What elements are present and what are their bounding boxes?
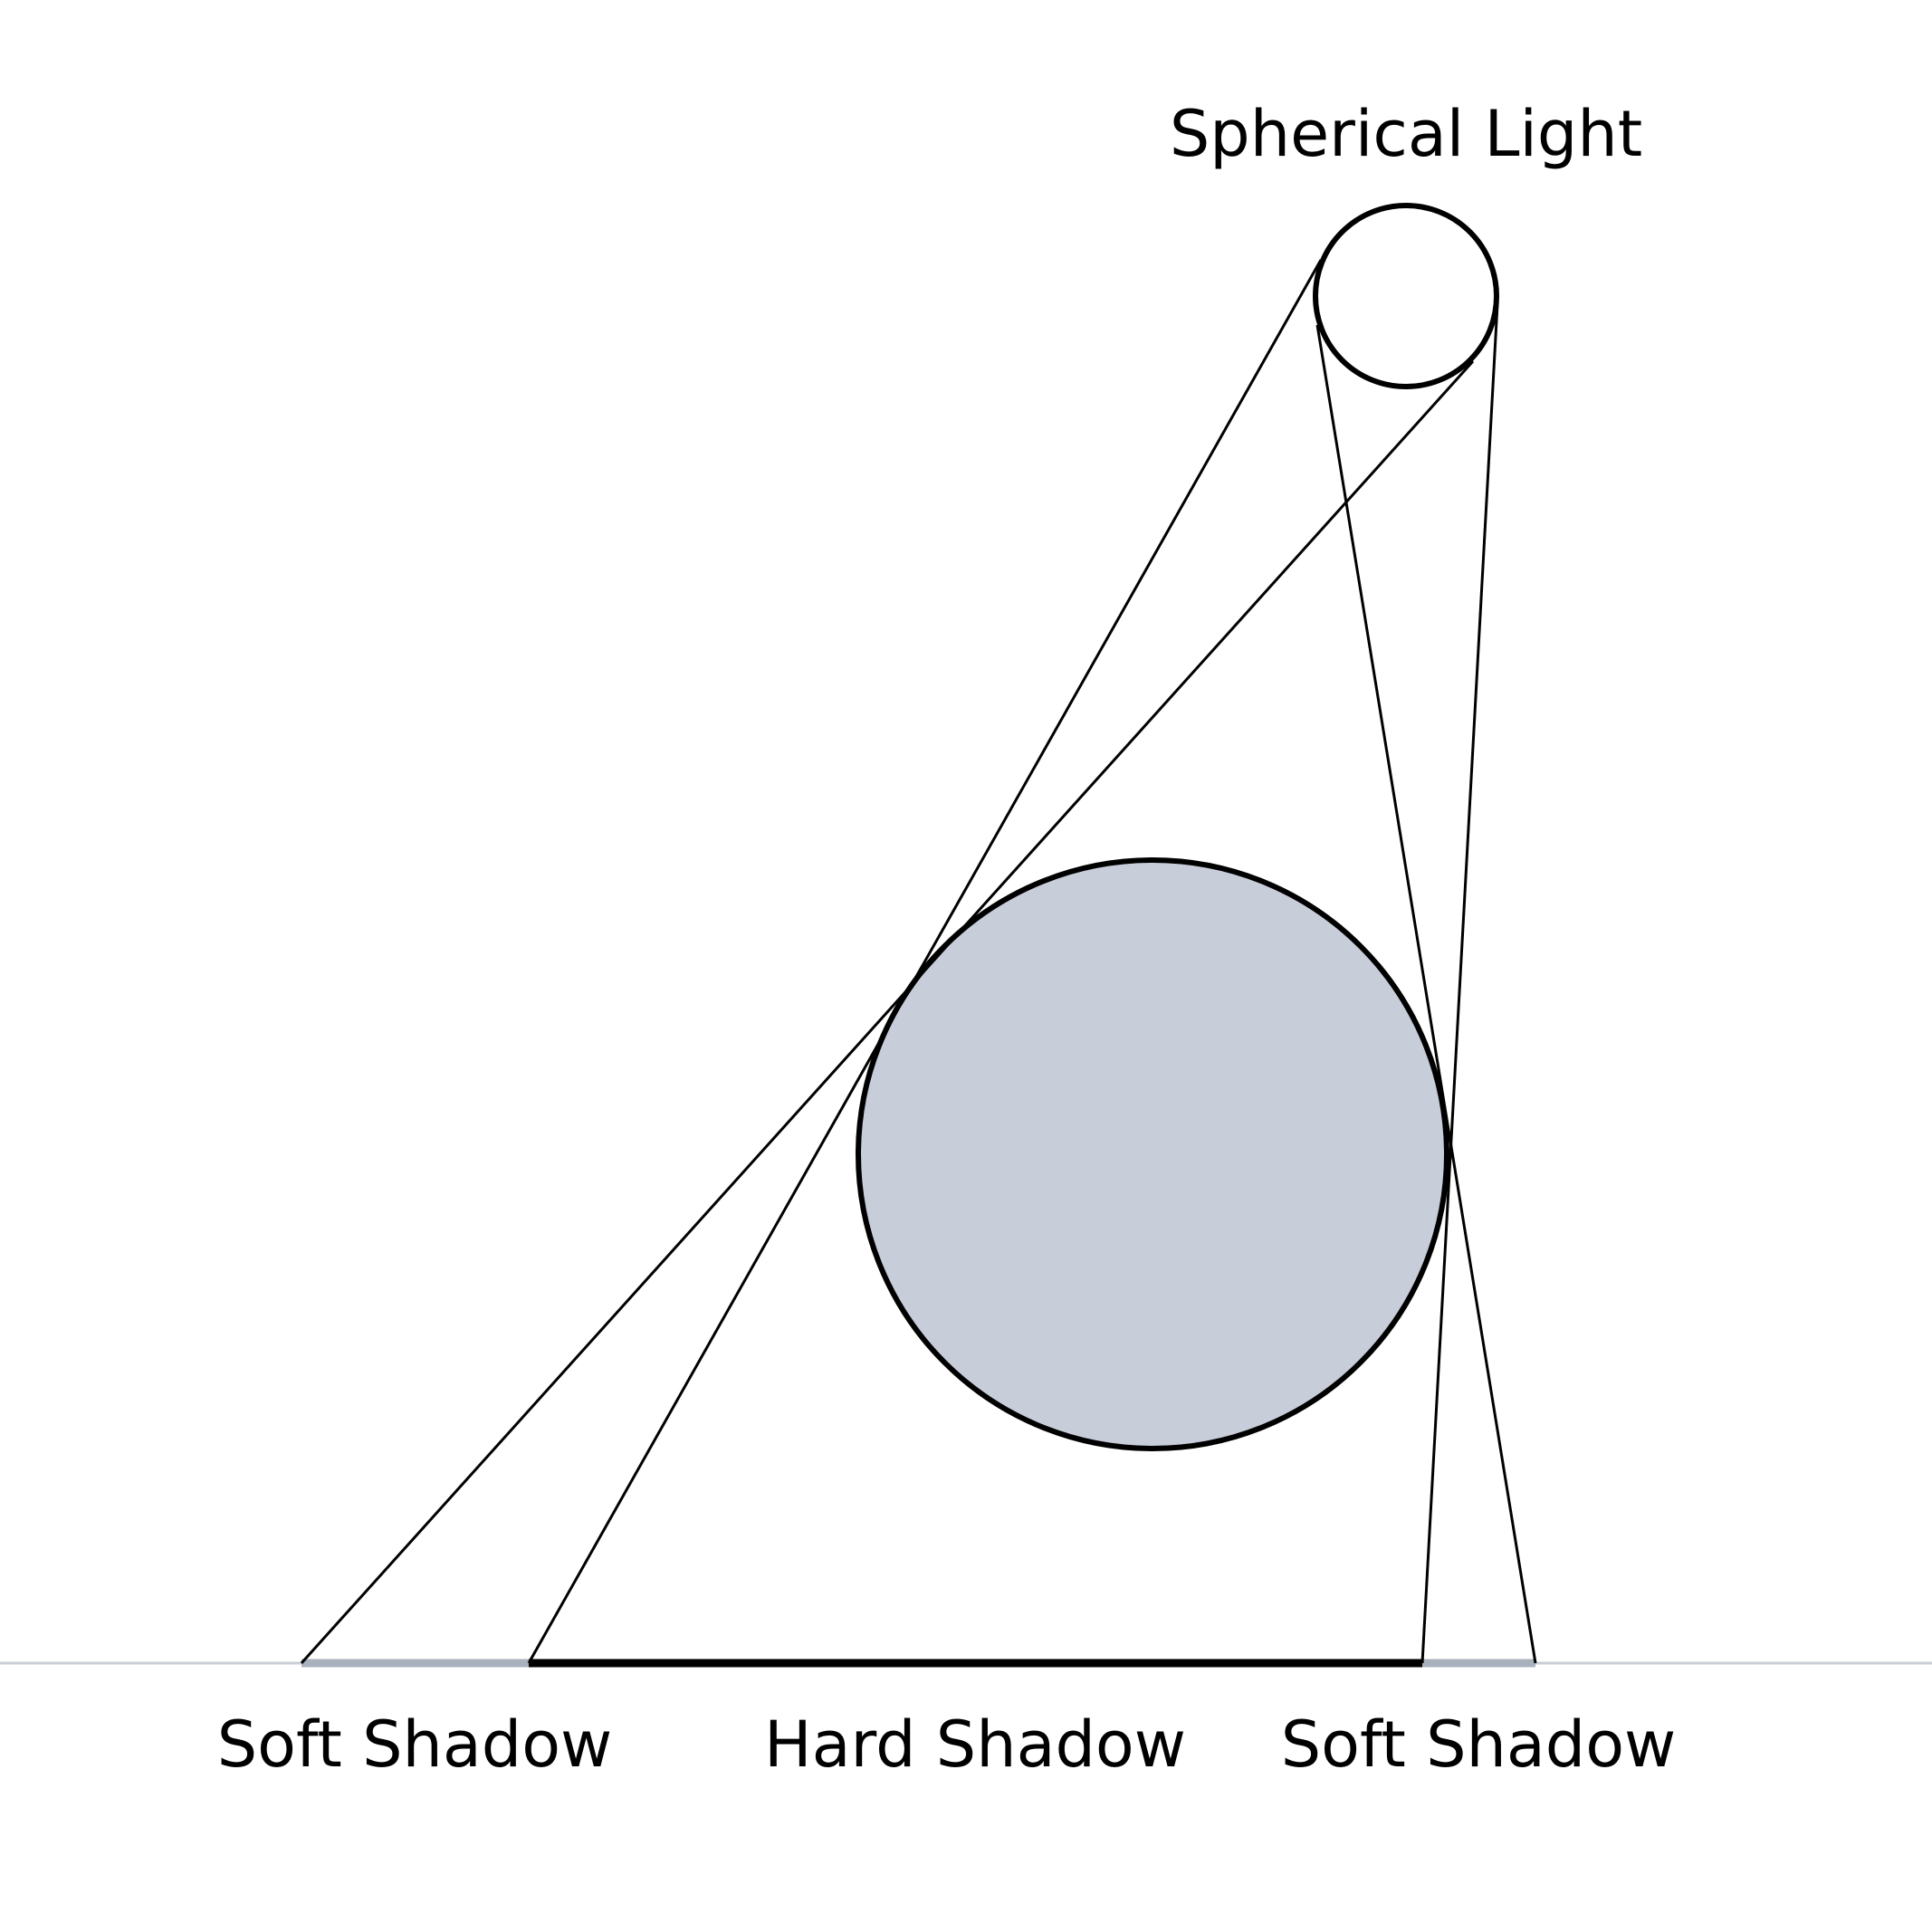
- soft-shadow-left-label: Soft Shadow: [217, 1707, 613, 1782]
- occluder-sphere: [856, 857, 1449, 1451]
- light-rays: [300, 259, 1537, 1665]
- soft-shadow-right-label: Soft Shadow: [1281, 1707, 1677, 1782]
- ray-inner-left: [527, 259, 1323, 1664]
- hard-shadow-label: Hard Shadow: [764, 1707, 1186, 1782]
- spherical-light-label: Spherical Light: [1170, 97, 1642, 171]
- spherical-light: [1313, 203, 1499, 389]
- ray-outer-right: [1315, 324, 1537, 1664]
- ray-outer-left: [300, 359, 1475, 1665]
- ray-inner-right: [1420, 303, 1499, 1664]
